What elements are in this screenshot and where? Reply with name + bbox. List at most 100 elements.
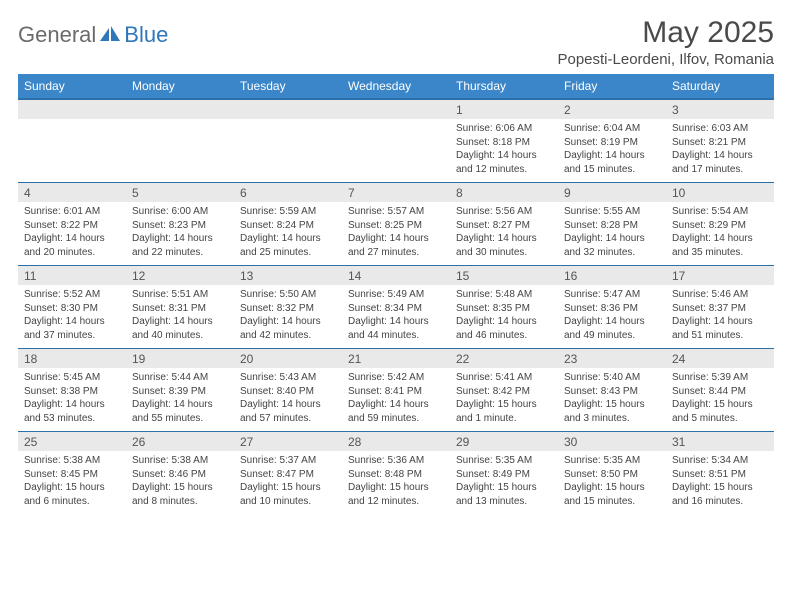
sunrise-text: Sunrise: 5:42 AM [348,371,444,385]
day-cell: Sunrise: 5:34 AMSunset: 8:51 PMDaylight:… [666,451,774,514]
day2-text: and 15 minutes. [564,163,660,177]
daynum-row: 25262728293031 [18,432,774,452]
detail-row: Sunrise: 5:38 AM Sunset: 8:45 PM Daylight:… [18,451,774,514]
day-cell: Sunrise: 6:06 AMSunset: 8:18 PMDaylight:… [450,119,558,183]
sunrise-text: Sunrise: 5:34 AM [672,454,768,468]
sunrise-text: Sunrise: 5:44 AM [132,371,228,385]
day1-text: Daylight: 14 hours [564,232,660,246]
day-number: 25 [18,432,126,452]
day-cell: Sunrise: 5:42 AMSunset: 8:41 PMDaylight:… [342,368,450,432]
day-number: 28 [342,432,450,452]
day2-text: and 8 minutes. [132,495,228,509]
day2-text: and 37 minutes. [24,329,120,343]
day2-text: and 32 minutes. [564,246,660,260]
day1-text: Daylight: 14 hours [24,232,120,246]
sunset-text: Sunset: 8:22 PM [24,219,120,233]
dow-tuesday: Tuesday [234,74,342,99]
day-cell: Sunrise: 5:45 AMSunset: 8:38 PMDaylight:… [18,368,126,432]
day-cell: Sunrise: 5:36 AMSunset: 8:48 PMDaylight:… [342,451,450,514]
sunset-text: Sunset: 8:44 PM [672,385,768,399]
day-cell: Sunrise: 5:35 AMSunset: 8:50 PMDaylight:… [558,451,666,514]
day-number: 18 [18,349,126,369]
dow-monday: Monday [126,74,234,99]
sunrise-text: Sunrise: 5:52 AM [24,288,120,302]
day1-text: Daylight: 15 hours [240,481,336,495]
day-number: 12 [126,266,234,286]
day-number: 13 [234,266,342,286]
day2-text: and 59 minutes. [348,412,444,426]
dow-saturday: Saturday [666,74,774,99]
sunset-text: Sunset: 8:25 PM [348,219,444,233]
sunrise-text: Sunrise: 5:47 AM [564,288,660,302]
day-cell [18,119,126,183]
day-number: 21 [342,349,450,369]
sunset-text: Sunset: 8:48 PM [348,468,444,482]
day-cell [126,119,234,183]
day-number: 26 [126,432,234,452]
title-block: May 2025 Popesti-Leordeni, Ilfov, Romani… [557,16,774,68]
sunset-text: Sunset: 8:47 PM [240,468,336,482]
day-number: 16 [558,266,666,286]
sunrise-text: Sunrise: 6:06 AM [456,122,552,136]
day1-text: Daylight: 14 hours [132,398,228,412]
sunrise-text: Sunrise: 5:54 AM [672,205,768,219]
day1-text: Daylight: 15 hours [672,481,768,495]
day-cell: Sunrise: 5:40 AMSunset: 8:43 PMDaylight:… [558,368,666,432]
day-number: 1 [450,99,558,119]
calendar-table: Sunday Monday Tuesday Wednesday Thursday… [18,74,774,514]
sunrise-text: Sunrise: 5:48 AM [456,288,552,302]
sunset-text: Sunset: 8:21 PM [672,136,768,150]
day1-text: Daylight: 14 hours [456,232,552,246]
sunset-text: Sunset: 8:18 PM [456,136,552,150]
day-cell [234,119,342,183]
sunrise-text: Sunrise: 5:37 AM [240,454,336,468]
sunset-text: Sunset: 8:49 PM [456,468,552,482]
sunset-text: Sunset: 8:23 PM [132,219,228,233]
day2-text: and 42 minutes. [240,329,336,343]
day2-text: and 55 minutes. [132,412,228,426]
dow-friday: Friday [558,74,666,99]
day2-text: and 57 minutes. [240,412,336,426]
day-cell: Sunrise: 5:50 AMSunset: 8:32 PMDaylight:… [234,285,342,349]
day-number: 8 [450,183,558,203]
day2-text: and 51 minutes. [672,329,768,343]
day-number: 5 [126,183,234,203]
sunrise-text: Sunrise: 6:04 AM [564,122,660,136]
detail-row: Sunrise: 6:01 AMSunset: 8:22 PMDaylight:… [18,202,774,266]
day1-text: Daylight: 14 hours [564,149,660,163]
day-cell: Sunrise: 6:01 AMSunset: 8:22 PMDaylight:… [18,202,126,266]
day1-text: Daylight: 14 hours [240,315,336,329]
header: General Blue May 2025 Popesti-Leordeni, … [18,16,774,68]
daynum-row: 18192021222324 [18,349,774,369]
detail-row: Sunrise: 5:45 AMSunset: 8:38 PMDaylight:… [18,368,774,432]
day2-text: and 35 minutes. [672,246,768,260]
sunset-text: Sunset: 8:32 PM [240,302,336,316]
day-cell: Sunrise: 5:52 AMSunset: 8:30 PMDaylight:… [18,285,126,349]
day2-text: and 12 minutes. [456,163,552,177]
day-number [126,99,234,119]
day-number: 4 [18,183,126,203]
sunset-text: Sunset: 8:50 PM [564,468,660,482]
day1-text: Daylight: 14 hours [132,315,228,329]
day1-text: Daylight: 15 hours [348,481,444,495]
day-cell: Sunrise: 5:48 AMSunset: 8:35 PMDaylight:… [450,285,558,349]
day1-text: Daylight: 14 hours [348,398,444,412]
sunrise-text: Sunrise: 5:38 AM [132,454,228,468]
sunrise-text: Sunrise: 5:55 AM [564,205,660,219]
day1-text: Daylight: 14 hours [132,232,228,246]
sunrise-text: Sunrise: 5:46 AM [672,288,768,302]
sunrise-text: Sunrise: 6:01 AM [24,205,120,219]
sunrise-text: Sunrise: 5:36 AM [348,454,444,468]
day-cell: Sunrise: 5:35 AMSunset: 8:49 PMDaylight:… [450,451,558,514]
day2-text: and 27 minutes. [348,246,444,260]
day1-text: Daylight: 14 hours [456,315,552,329]
sunset-text: Sunset: 8:43 PM [564,385,660,399]
sunset-text: Sunset: 8:45 PM [24,468,120,482]
sunrise-text: Sunrise: 5:49 AM [348,288,444,302]
sunset-text: Sunset: 8:38 PM [24,385,120,399]
day-cell: Sunrise: 5:56 AMSunset: 8:27 PMDaylight:… [450,202,558,266]
day2-text: and 46 minutes. [456,329,552,343]
day1-text: Daylight: 14 hours [672,232,768,246]
day-cell: Sunrise: 5:44 AMSunset: 8:39 PMDaylight:… [126,368,234,432]
day1-text: Daylight: 15 hours [672,398,768,412]
